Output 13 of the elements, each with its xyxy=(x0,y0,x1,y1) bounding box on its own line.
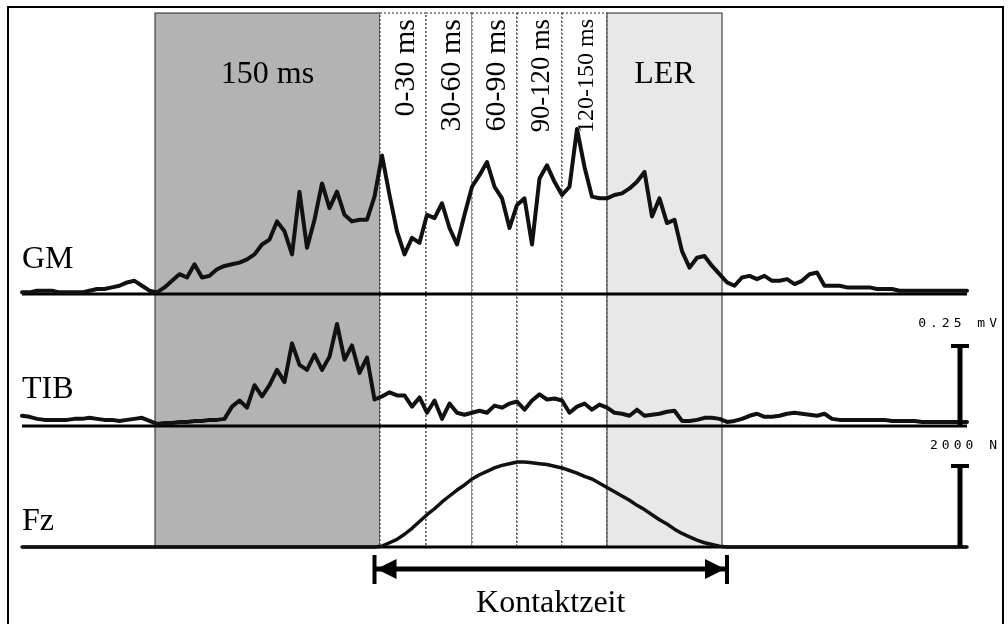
text: 0-30 ms xyxy=(386,19,420,117)
annotation: 0.25 mV xyxy=(918,315,1001,330)
annotation: 120-150 ms xyxy=(571,19,598,133)
annotation: 90-120 ms xyxy=(524,19,555,133)
text: 2000 N xyxy=(930,437,1001,452)
y-axis-title: GM xyxy=(22,239,74,275)
text: Kontaktzeit xyxy=(476,583,626,619)
text: 150 ms xyxy=(220,54,315,90)
y-axis-title: Fz xyxy=(22,501,54,537)
text: LER xyxy=(634,54,696,90)
annotation: 30-60 ms xyxy=(432,19,466,132)
y-axis-title: TIB xyxy=(22,369,74,405)
annotation: 60-90 ms xyxy=(478,19,511,132)
